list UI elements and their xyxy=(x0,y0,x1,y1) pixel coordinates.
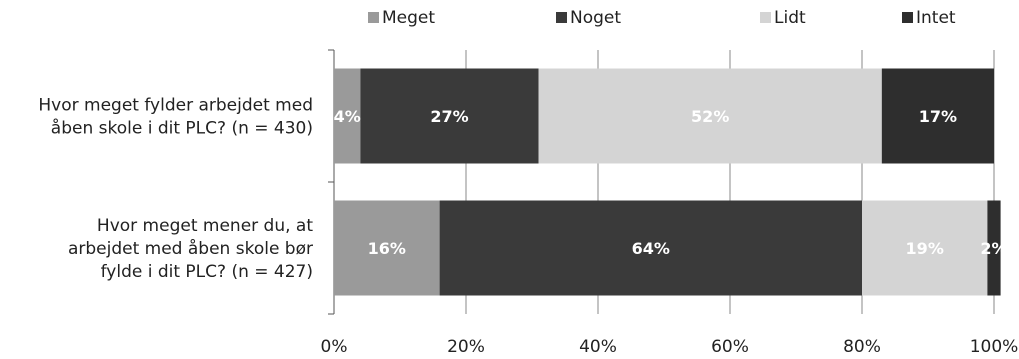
legend: Meget Noget Lidt Intet xyxy=(368,8,956,28)
bar-segment xyxy=(862,200,988,296)
bar-segment xyxy=(334,200,440,296)
data-label: 19% xyxy=(906,239,944,258)
data-label: 2% xyxy=(980,239,1007,258)
tick-label: 60% xyxy=(711,337,749,357)
bar-segment xyxy=(439,200,862,296)
data-label: 52% xyxy=(691,107,729,126)
data-labels: 4% 27% 52% 17% 16% 64% 19% 2% xyxy=(334,107,1008,258)
category-labels: Hvor meget fylder arbejdet med åben skole… xyxy=(38,96,313,283)
legend-label: Noget xyxy=(570,8,621,28)
data-label: 4% xyxy=(334,107,361,126)
category-label: Hvor meget fylder arbejdet med åben skole… xyxy=(38,96,313,139)
bar-segment xyxy=(360,68,539,164)
bars xyxy=(334,68,1001,296)
legend-swatch xyxy=(902,12,913,23)
legend-label: Meget xyxy=(382,8,435,28)
bar-segment xyxy=(538,68,882,164)
tick-label: 80% xyxy=(843,337,881,357)
tick-label: 20% xyxy=(447,337,485,357)
tick-label: 100% xyxy=(970,337,1019,357)
bar-segment xyxy=(334,68,361,164)
data-label: 64% xyxy=(632,239,670,258)
tick-label: 40% xyxy=(579,337,617,357)
data-label: 16% xyxy=(368,239,406,258)
category-axis xyxy=(328,49,335,315)
tick-label: 0% xyxy=(321,337,348,357)
bar-segment xyxy=(881,68,994,164)
bar-segment xyxy=(987,200,1001,296)
legend-label: Lidt xyxy=(774,8,806,28)
legend-swatch xyxy=(760,12,771,23)
data-label: 17% xyxy=(919,107,957,126)
legend-swatch xyxy=(368,12,379,23)
category-label: Hvor meget mener du, at arbejdet med åben… xyxy=(68,216,313,282)
legend-swatch xyxy=(556,12,567,23)
data-label: 27% xyxy=(430,107,468,126)
legend-label: Intet xyxy=(916,8,956,28)
x-tick-labels: 0% 20% 40% 60% 80% 100% xyxy=(321,337,1019,357)
